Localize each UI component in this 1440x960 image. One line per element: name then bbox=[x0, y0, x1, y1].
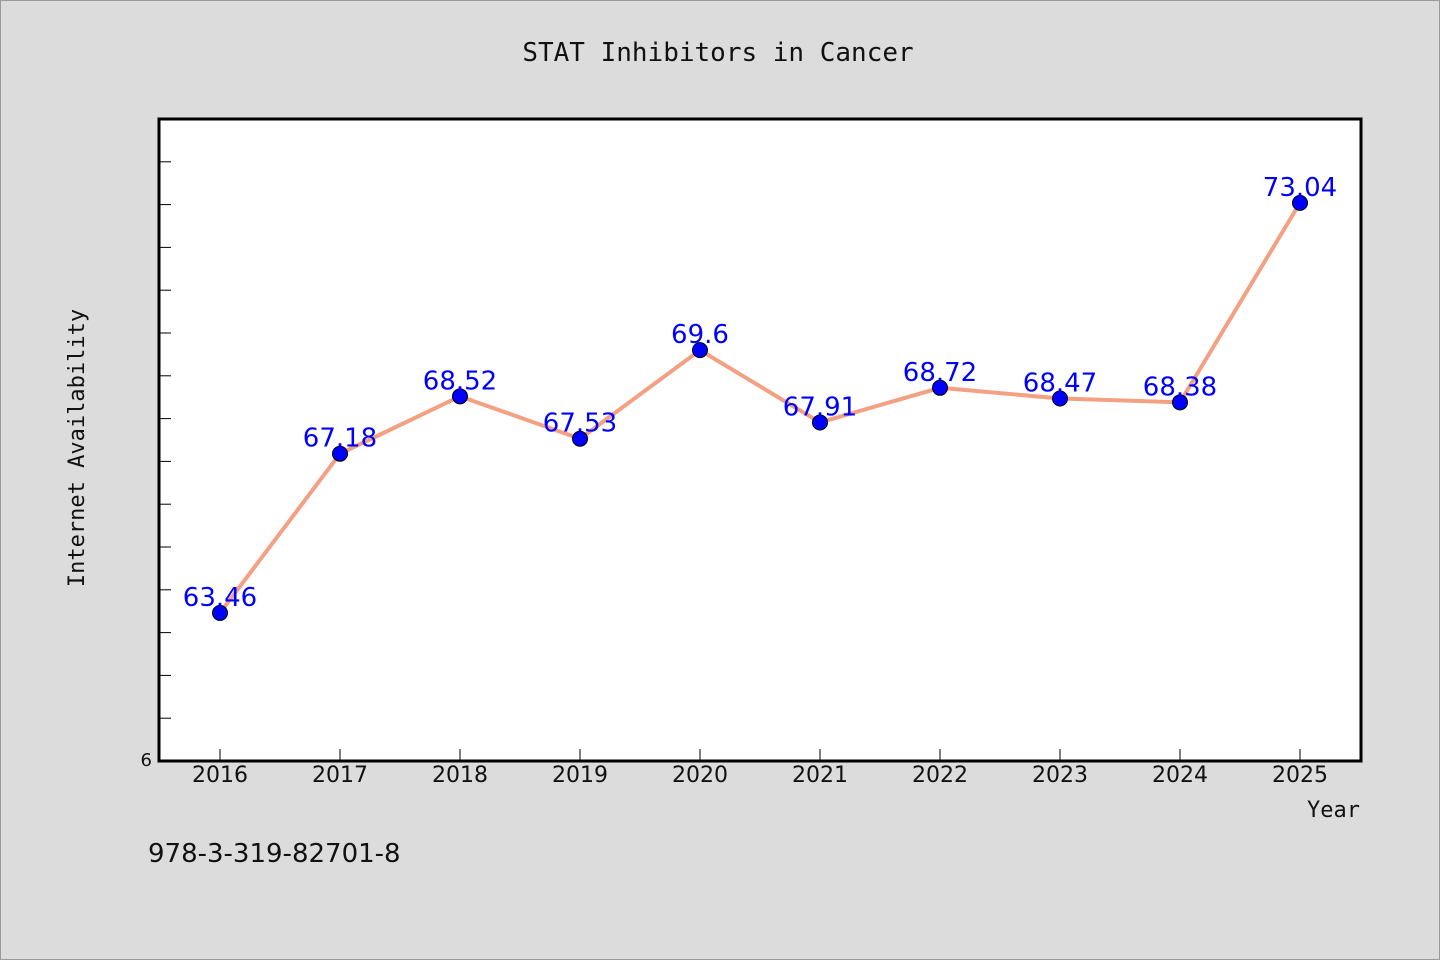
x-tick-label: 2016 bbox=[192, 763, 248, 788]
data-point bbox=[332, 445, 348, 462]
series-line bbox=[218, 200, 1302, 615]
data-label: 69.6 bbox=[671, 320, 729, 350]
x-axis-label: Year bbox=[1307, 798, 1360, 823]
data-point bbox=[572, 430, 588, 447]
data-label: 73.04 bbox=[1263, 173, 1337, 203]
data-point bbox=[1172, 394, 1188, 411]
x-tick-label: 2019 bbox=[552, 763, 608, 788]
footnote-isbn: 978-3-319-82701-8 bbox=[148, 839, 401, 869]
x-tick-label: 2025 bbox=[1272, 763, 1328, 788]
data-label: 67.53 bbox=[543, 409, 617, 439]
data-label: 68.47 bbox=[1023, 368, 1097, 398]
x-tick-label: 2017 bbox=[312, 763, 368, 788]
plot-area bbox=[157, 117, 1363, 763]
data-label: 68.52 bbox=[423, 366, 497, 396]
data-label: 68.38 bbox=[1143, 372, 1217, 402]
data-point bbox=[932, 379, 948, 396]
data-label: 63.46 bbox=[183, 583, 257, 613]
data-point bbox=[692, 342, 708, 359]
data-label: 68.72 bbox=[903, 358, 977, 388]
chart-title: STAT Inhibitors in Cancer bbox=[522, 38, 913, 68]
series-layer: 63.46 67.18 68.52 67.53 69.6 67.91 68.72 68.47 6… bbox=[183, 173, 1337, 621]
x-tick-label: 2021 bbox=[792, 763, 848, 788]
x-axis-ticks: 2016 2017 2018 2019 2020 2021 2022 2023 2024 2025 bbox=[192, 749, 1328, 788]
data-label: 67.91 bbox=[783, 392, 857, 422]
data-point bbox=[1292, 194, 1308, 211]
y-axis-label: Internet Availability bbox=[65, 309, 90, 587]
x-tick-label: 2023 bbox=[1032, 763, 1088, 788]
x-tick-label: 2020 bbox=[672, 763, 728, 788]
x-tick-label: 2022 bbox=[912, 763, 968, 788]
data-point bbox=[212, 604, 228, 621]
data-point bbox=[452, 388, 468, 405]
x-tick-label: 2024 bbox=[1152, 763, 1208, 788]
data-label: 67.18 bbox=[303, 424, 377, 454]
data-point bbox=[1052, 390, 1068, 407]
y-axis-ticks bbox=[159, 161, 171, 719]
data-point bbox=[812, 414, 828, 431]
x-tick-label: 2018 bbox=[432, 763, 488, 788]
y-tick-label: 6 bbox=[141, 750, 152, 771]
